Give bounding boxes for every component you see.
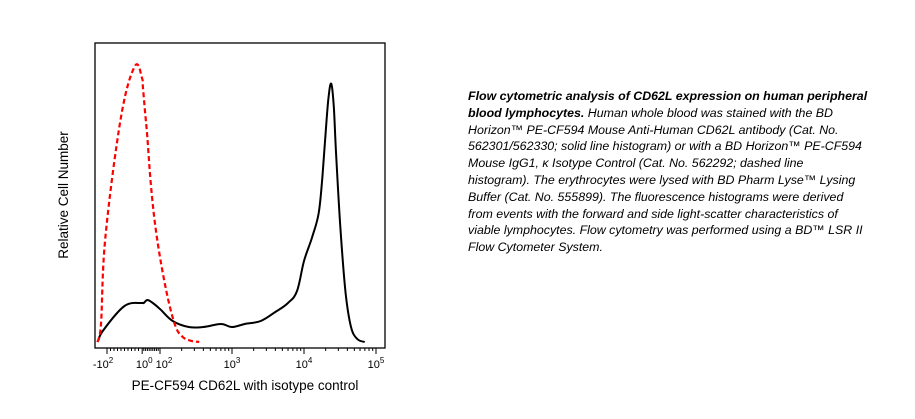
caption-body: Human whole blood was stained with the B… bbox=[468, 105, 863, 255]
x-axis-tick-labels: -102 100 102 103 104 105 bbox=[93, 356, 385, 371]
x-axis-minor-ticks bbox=[110, 348, 374, 351]
series-line-solid bbox=[96, 82, 366, 343]
x-axis-label: PE-CF594 CD62L with isotype control bbox=[132, 378, 359, 393]
figure-caption: Flow cytometric analysis of CD62L expres… bbox=[468, 88, 868, 256]
plot-frame bbox=[94, 42, 386, 349]
x-tick-label: 104 bbox=[296, 356, 313, 371]
x-tick-label: 103 bbox=[224, 356, 241, 371]
x-tick-label: 102 bbox=[156, 356, 173, 371]
x-tick-label: -102 bbox=[93, 356, 114, 371]
series-line-dashed bbox=[96, 63, 200, 344]
caption-title: Flow cytometric analysis of CD62L expres… bbox=[468, 89, 868, 120]
x-axis-major-ticks bbox=[106, 348, 377, 354]
x-tick-label: 105 bbox=[368, 356, 385, 371]
x-tick-label: 100 bbox=[136, 356, 153, 371]
y-axis-label: Relative Cell Number bbox=[56, 131, 71, 259]
